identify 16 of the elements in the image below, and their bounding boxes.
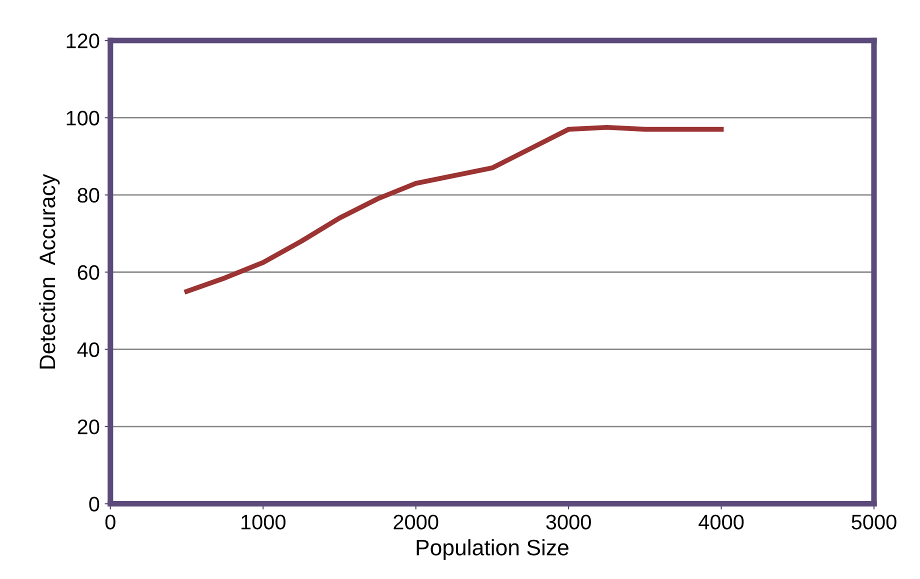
x-axis-title: Population Size xyxy=(416,539,568,560)
y-tick-label: 100 xyxy=(66,110,100,126)
x-tick-label: 0 xyxy=(105,514,116,530)
x-tick-label: 3000 xyxy=(546,514,591,530)
y-tick-label: 120 xyxy=(66,34,100,48)
y-tick-label: 80 xyxy=(78,188,100,203)
y-tick-label: 0 xyxy=(89,496,100,512)
x-tick-label: 2000 xyxy=(394,514,438,530)
y-tick-label: 20 xyxy=(78,420,100,434)
y-tick-label: 40 xyxy=(77,342,100,358)
x-tick-label: 4000 xyxy=(698,514,744,530)
y-axis-title: Detection Accuracy xyxy=(38,174,60,368)
y-tick-label: 60 xyxy=(78,265,100,280)
line-series xyxy=(184,124,724,294)
x-tick-label: 5000 xyxy=(852,514,896,530)
x-tick-label: 1000 xyxy=(242,514,286,530)
